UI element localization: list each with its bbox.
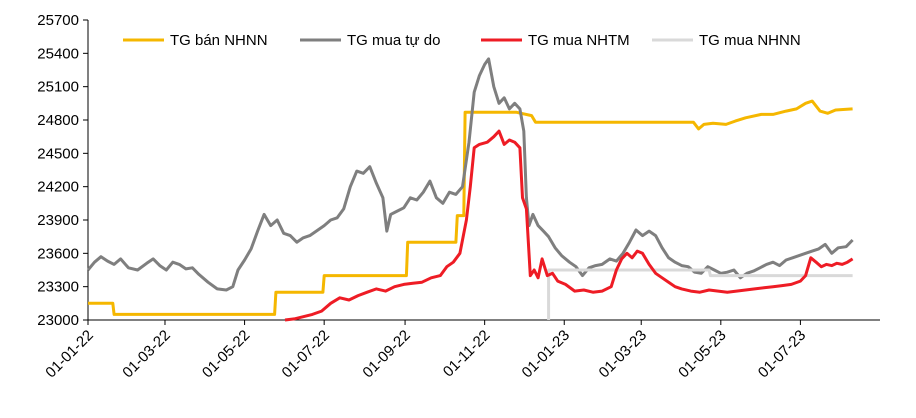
series-line-2 (284, 129, 854, 322)
x-tick-label: 01-07-22 (279, 327, 333, 381)
y-tick-label: 25100 (37, 79, 79, 96)
x-tick-label: 01-05-23 (675, 327, 729, 381)
legend-label-0: TG bán NHNN (170, 32, 268, 49)
x-tick-label: 01-03-22 (119, 327, 173, 381)
series-line-1 (86, 57, 854, 292)
series-line-0 (88, 99, 853, 316)
y-tick-label: 23900 (37, 212, 79, 229)
y-tick-label: 24500 (37, 145, 79, 162)
y-tick-label: 24800 (37, 112, 79, 129)
legend-label-3: TG mua NHNN (699, 32, 801, 49)
x-tick-label: 01-03-23 (596, 327, 650, 381)
y-tick-label: 23600 (37, 245, 79, 262)
y-tick-label: 25400 (37, 45, 79, 62)
y-tick-label: 23300 (37, 279, 79, 296)
legend-label-1: TG mua tự do (347, 32, 440, 49)
series-line-3 (547, 268, 853, 320)
y-tick-label: 24200 (37, 179, 79, 196)
y-tick-label: 23000 (37, 312, 79, 329)
x-tick-label: 01-05-22 (199, 327, 253, 381)
x-tick-label: 01-09-22 (359, 327, 413, 381)
plot-area (86, 57, 854, 322)
x-tick-label: 01-11-22 (440, 327, 494, 381)
x-tick-label: 01-01-23 (519, 327, 573, 381)
legend: TG bán NHNN TG mua tự do TG mua NHTM TG mua… (123, 32, 801, 49)
x-tick-label: 01-01-22 (42, 327, 96, 381)
legend-label-2: TG mua NHTM (528, 32, 630, 49)
y-tick-label: 25700 (37, 12, 79, 29)
x-tick-label: 01-07-23 (755, 327, 809, 381)
x-axis: 01-01-22 01-03-22 01-05-22 01-07-22 01-09-22… (42, 319, 880, 381)
y-axis: 23000 23300 23600 23900 24200 24500 24800 25100… (37, 12, 89, 329)
